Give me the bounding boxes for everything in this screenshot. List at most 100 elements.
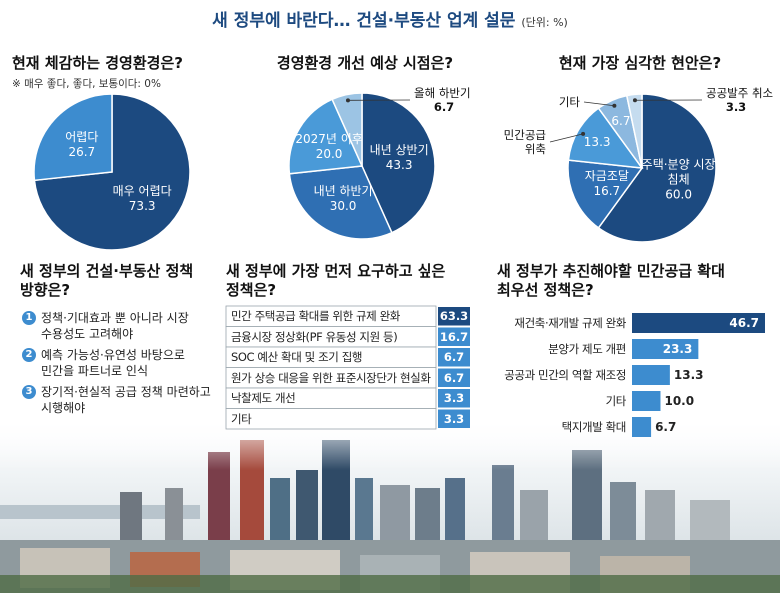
table-value: 16.7	[439, 329, 469, 344]
slice-label: 주택·분양 시장 침체 60.0	[642, 157, 716, 202]
slice-value: 13.3	[583, 135, 611, 150]
pie-slice	[288, 165, 393, 240]
leader-line	[549, 133, 584, 143]
bar-value: 10.0	[664, 394, 695, 408]
value-cell	[438, 368, 470, 387]
slice-category: 기타	[558, 95, 580, 109]
slice-category: 어렵다	[65, 129, 99, 144]
bar-title: 새 정부가 추진해야할 민간공급 확대 최우선 정책은?	[497, 262, 725, 299]
slice-label: 민간공급 위축	[486, 128, 546, 156]
leader-dot	[612, 103, 617, 108]
slice-label: 내년 상반기 43.3	[362, 143, 436, 173]
pie-slice	[597, 93, 717, 243]
main-title: 새 정부에 바란다… 건설·부동산 업계 설문 (단위: %)	[0, 12, 780, 32]
item-text: 정책·기대효과 뿐 아니라 시장 수용성도 고려해야	[41, 311, 189, 341]
table-category: 기타	[231, 411, 252, 426]
pie-slice	[625, 93, 643, 169]
bar	[632, 365, 670, 385]
bar-value: 13.3	[673, 368, 704, 382]
item-number: 3	[25, 386, 33, 397]
slice-label: 어렵다 26.7	[45, 130, 119, 160]
bar-category: 기타	[605, 394, 627, 408]
slice-category: 민간공급 위축	[503, 128, 546, 156]
slice-label: 기타	[520, 95, 580, 109]
policy-title: 새 정부의 건설·부동산 정책 방향은?	[20, 262, 194, 299]
slice-category: 2027년 이후	[295, 132, 363, 147]
item-number: 2	[25, 349, 33, 360]
table-value: 63.3	[439, 309, 469, 323]
item-number-badge	[22, 385, 36, 399]
slice-label: 올해 하반기 6.7	[414, 86, 494, 114]
value-cell	[438, 409, 470, 428]
leader-dot	[345, 98, 350, 103]
slice-value: 60.0	[665, 187, 692, 202]
value-cell	[438, 389, 470, 408]
value-cell	[438, 327, 470, 346]
table-category: 금융시장 정상화(PF 유동성 지원 등)	[231, 329, 398, 344]
table-value: 3.3	[443, 411, 465, 426]
slice-label: 내년 하반기 30.0	[306, 184, 380, 214]
value-cell	[438, 348, 470, 367]
table-category: 낙찰제도 개선	[231, 391, 296, 405]
leader-dot	[581, 131, 586, 136]
slice-category: 주택·분양 시장 침체	[641, 157, 716, 187]
slice-value: 43.3	[385, 158, 413, 173]
slice-category: 자금조달	[584, 168, 629, 183]
bar-category: 택지개발 확대	[561, 420, 627, 434]
pie-slice	[331, 92, 363, 167]
bar	[632, 391, 661, 411]
slice-category: 공공발주 취소	[706, 86, 774, 100]
leader-dot	[632, 98, 637, 103]
slice-value: 6.7	[611, 113, 631, 128]
slice-value: 26.7	[68, 144, 96, 159]
bar-category: 분양가 제도 개편	[548, 342, 626, 356]
city-photo	[0, 420, 780, 593]
bar	[632, 339, 699, 359]
main-title-text: 새 정부에 바란다… 건설·부동산 업계 설문	[212, 11, 516, 31]
table-category: SOC 예산 확대 및 조기 집행	[231, 350, 363, 364]
bar	[632, 417, 652, 437]
bar-value: 23.3	[662, 342, 693, 356]
pie-slice	[288, 98, 364, 175]
slice-category: 매우 어렵다	[112, 184, 172, 199]
slice-value: 16.7	[593, 183, 621, 198]
item-number: 1	[25, 312, 33, 323]
bar	[632, 313, 765, 333]
table-value: 6.7	[443, 370, 465, 385]
table-category: 민간 주택공급 확대를 위한 규제 완화	[231, 309, 400, 323]
pie-title: 현재 가장 심각한 현안은?	[558, 54, 722, 72]
slice-label: 2027년 이후 20.0	[292, 132, 366, 162]
slice-value: 3.3	[725, 100, 747, 114]
slice-value: 30.0	[329, 198, 357, 213]
pie-title: 현재 체감하는 경영환경은?	[12, 54, 183, 72]
table-value: 3.3	[443, 391, 465, 405]
bar-value: 6.7	[655, 420, 677, 434]
bar-category: 재건축·재개발 규제 완화	[514, 316, 626, 330]
slice-category: 내년 하반기	[313, 183, 373, 198]
table-cell	[225, 408, 437, 430]
value-cell	[438, 307, 470, 326]
item-number-badge	[22, 311, 36, 325]
note: ※ 매우 좋다, 좋다, 보통이다: 0%	[12, 78, 161, 90]
slice-value: 73.3	[128, 199, 156, 214]
pie-slice	[33, 93, 113, 182]
slice-label: 공공발주 취소 3.3	[706, 86, 780, 114]
item-text: 예측 가능성·유연성 바탕으로 민간을 파트너로 인식	[41, 348, 185, 378]
pie-slice	[567, 159, 644, 229]
slice-category: 올해 하반기	[414, 86, 471, 100]
table-title: 새 정부에 가장 먼저 요구하고 싶은 정책은?	[226, 262, 446, 299]
pie-title: 경영환경 개선 예상 시점은?	[276, 54, 454, 72]
slice-value: 20.0	[315, 147, 343, 162]
bar-category: 공공과 민간의 역할 재조정	[504, 368, 626, 382]
item-number-badge	[22, 348, 36, 362]
pie-slice	[361, 92, 436, 234]
slice-label: 매우 어렵다 73.3	[105, 184, 179, 214]
table-category: 원가 상승 대응을 위한 표준시장단가 현실화	[231, 370, 431, 385]
unit: (단위: %)	[521, 16, 568, 29]
item-text: 장기적·현실적 공급 정책 마련하고 시행해야	[41, 385, 211, 415]
slice-category: 내년 상반기	[369, 143, 429, 158]
pie-slice	[567, 107, 644, 169]
leader-line	[583, 101, 615, 107]
